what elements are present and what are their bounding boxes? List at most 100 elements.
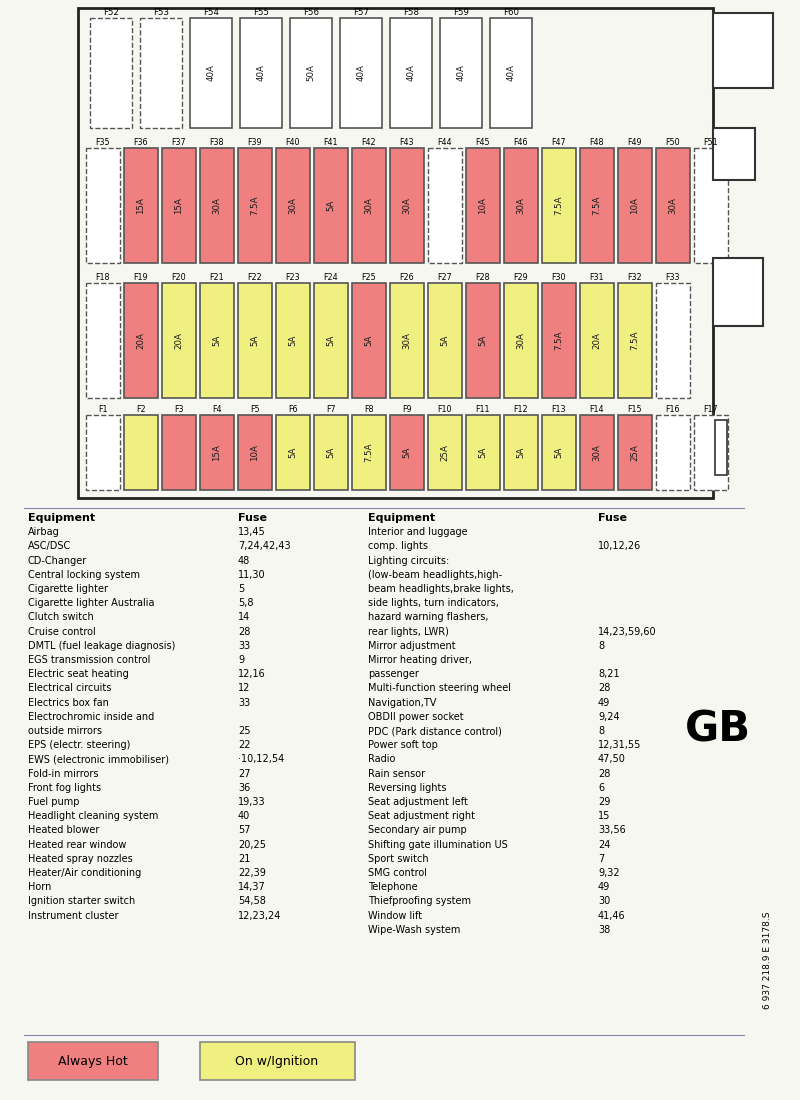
Text: F47: F47 xyxy=(552,138,566,147)
Text: 20A: 20A xyxy=(137,332,146,349)
Text: 10A: 10A xyxy=(630,197,639,213)
Text: 7.5A: 7.5A xyxy=(365,442,374,462)
Bar xyxy=(124,148,158,263)
Text: 5A: 5A xyxy=(250,334,259,346)
Text: 20A: 20A xyxy=(593,332,602,349)
Text: 30A: 30A xyxy=(517,197,526,213)
Text: 30A: 30A xyxy=(402,332,411,349)
Text: Electric seat heating: Electric seat heating xyxy=(28,669,129,679)
Bar xyxy=(352,283,386,398)
Text: Seat adjustment left: Seat adjustment left xyxy=(368,798,468,807)
Text: ·10,12,54: ·10,12,54 xyxy=(238,755,284,764)
Text: 7,24,42,43: 7,24,42,43 xyxy=(238,541,290,551)
Text: 38: 38 xyxy=(598,925,610,935)
Text: F12: F12 xyxy=(514,405,528,414)
Text: 30A: 30A xyxy=(289,197,298,213)
Text: 40A: 40A xyxy=(406,65,415,81)
Text: F20: F20 xyxy=(172,273,186,282)
Text: F7: F7 xyxy=(326,405,336,414)
Bar xyxy=(276,148,310,263)
Bar xyxy=(276,415,310,490)
Text: Telephone: Telephone xyxy=(368,882,418,892)
Text: F11: F11 xyxy=(476,405,490,414)
Text: Seat adjustment right: Seat adjustment right xyxy=(368,811,475,822)
Text: 5A: 5A xyxy=(478,334,487,346)
Text: F45: F45 xyxy=(476,138,490,147)
Text: EGS transmission control: EGS transmission control xyxy=(28,654,150,666)
Text: 12,23,24: 12,23,24 xyxy=(238,911,282,921)
Text: 57: 57 xyxy=(238,825,250,835)
Text: CD-Changer: CD-Changer xyxy=(28,556,87,565)
Text: F8: F8 xyxy=(364,405,374,414)
Bar xyxy=(466,283,500,398)
Text: 14,23,59,60: 14,23,59,60 xyxy=(598,627,657,637)
Text: 6 937 218.9 E 3178.S: 6 937 218.9 E 3178.S xyxy=(763,911,773,1009)
Text: 8: 8 xyxy=(598,641,604,651)
Text: F49: F49 xyxy=(628,138,642,147)
Text: 33: 33 xyxy=(238,697,250,707)
Bar xyxy=(428,148,462,263)
Text: F6: F6 xyxy=(288,405,298,414)
Text: DMTL (fuel leakage diagnosis): DMTL (fuel leakage diagnosis) xyxy=(28,641,175,651)
Text: F41: F41 xyxy=(324,138,338,147)
Bar xyxy=(162,415,196,490)
Text: Cigarette lighter Australia: Cigarette lighter Australia xyxy=(28,598,154,608)
Bar xyxy=(490,18,532,128)
Bar xyxy=(86,283,120,398)
Text: 28: 28 xyxy=(598,683,610,693)
Text: Fuse: Fuse xyxy=(238,513,267,522)
Text: Clutch switch: Clutch switch xyxy=(28,613,94,623)
Text: EWS (electronic immobiliser): EWS (electronic immobiliser) xyxy=(28,755,169,764)
Bar xyxy=(390,415,424,490)
Text: Mirror adjustment: Mirror adjustment xyxy=(368,641,456,651)
Text: Multi-function steering wheel: Multi-function steering wheel xyxy=(368,683,511,693)
Text: F26: F26 xyxy=(400,273,414,282)
Text: comp. lights: comp. lights xyxy=(368,541,428,551)
Text: 40A: 40A xyxy=(206,65,215,81)
Text: Heated rear window: Heated rear window xyxy=(28,839,126,849)
Text: 5A: 5A xyxy=(517,447,526,459)
Text: 7.5A: 7.5A xyxy=(630,331,639,350)
Text: 7: 7 xyxy=(598,854,604,864)
Text: F15: F15 xyxy=(628,405,642,414)
Text: rear lights, LWR): rear lights, LWR) xyxy=(368,627,449,637)
Text: Fuse: Fuse xyxy=(598,513,627,522)
Text: 5A: 5A xyxy=(478,447,487,459)
Text: 7.5A: 7.5A xyxy=(250,196,259,216)
Text: 11,30: 11,30 xyxy=(238,570,266,580)
Text: 30A: 30A xyxy=(365,197,374,213)
Text: PDC (Park distance control): PDC (Park distance control) xyxy=(368,726,502,736)
Text: Instrument cluster: Instrument cluster xyxy=(28,911,118,921)
Text: Radio: Radio xyxy=(368,755,395,764)
Text: 40: 40 xyxy=(238,811,250,822)
Bar xyxy=(656,283,690,398)
Text: 30A: 30A xyxy=(402,197,411,213)
Text: F1: F1 xyxy=(98,405,108,414)
Bar xyxy=(542,148,576,263)
Text: hazard warning flashers,: hazard warning flashers, xyxy=(368,613,489,623)
Bar xyxy=(618,148,652,263)
Text: Heater/Air conditioning: Heater/Air conditioning xyxy=(28,868,142,878)
Text: 22,39: 22,39 xyxy=(238,868,266,878)
Bar xyxy=(190,18,232,128)
Text: side lights, turn indicators,: side lights, turn indicators, xyxy=(368,598,499,608)
Text: 30A: 30A xyxy=(669,197,678,213)
Text: Heated blower: Heated blower xyxy=(28,825,99,835)
Text: F16: F16 xyxy=(666,405,680,414)
Text: 5A: 5A xyxy=(402,447,411,459)
Text: Airbag: Airbag xyxy=(28,527,60,537)
Text: 25A: 25A xyxy=(630,444,639,461)
Bar xyxy=(466,415,500,490)
Bar xyxy=(86,148,120,263)
Text: F33: F33 xyxy=(666,273,680,282)
Bar xyxy=(162,148,196,263)
Bar xyxy=(542,415,576,490)
Text: 40A: 40A xyxy=(357,65,366,81)
Bar xyxy=(580,283,614,398)
Text: 6: 6 xyxy=(598,783,604,793)
Text: F53: F53 xyxy=(153,8,169,16)
Text: Reversing lights: Reversing lights xyxy=(368,783,446,793)
Bar xyxy=(694,148,728,263)
Text: 10A: 10A xyxy=(478,197,487,213)
Text: 9,24: 9,24 xyxy=(598,712,620,722)
